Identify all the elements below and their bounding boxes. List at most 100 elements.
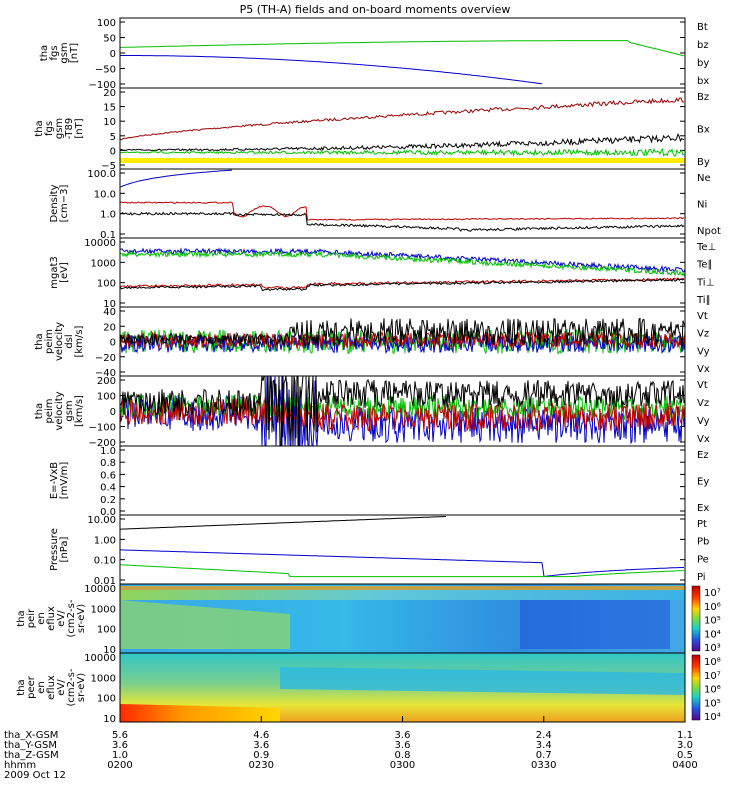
ylabel-line: (cm2-s- xyxy=(66,599,77,637)
ylabel-line: velocity xyxy=(54,322,65,361)
x-row-value: 1.1 xyxy=(677,730,693,741)
ylabel-line: Pressure xyxy=(49,528,60,571)
ylabel-line: [nPa] xyxy=(59,536,70,562)
ylabel-line: en xyxy=(36,612,47,625)
legend-label: Vx xyxy=(697,364,710,375)
ion-lowenergy-region xyxy=(120,600,290,649)
legend-label: By xyxy=(697,157,710,168)
legend-label: Vx xyxy=(697,434,710,445)
legend-label: Bx xyxy=(697,125,710,136)
x-row-value: 0330 xyxy=(531,760,556,771)
y-tick-label: 20 xyxy=(103,88,116,99)
colorbar xyxy=(691,654,701,721)
x-row-label: tha_Y-GSM xyxy=(4,740,57,751)
ylabel-line: (cm2-s- xyxy=(66,668,77,706)
colorbar-tick-label: 10⁶ xyxy=(704,685,721,696)
y-tick-label: 100 xyxy=(97,694,116,705)
series-Ne xyxy=(119,201,685,221)
series-Npot xyxy=(119,169,233,188)
y-tick-label: 5 xyxy=(110,132,116,143)
series-By xyxy=(119,147,685,157)
panel-p3: Density [cm−3] 100.0 10.0 1.0 0.1 Ne Ni Npot xyxy=(49,168,721,241)
ylabel-line: tha xyxy=(39,45,50,61)
y-tick-label: 1000 xyxy=(91,604,116,615)
legend-label: Ti⊥ xyxy=(696,277,714,288)
colorbar-tick-label: 10³ xyxy=(704,643,721,654)
legend-label: Pi xyxy=(697,572,706,583)
y-tick-label: 10000 xyxy=(84,238,116,249)
legend-label: Ni xyxy=(697,200,707,211)
x-row-value: 0.7 xyxy=(536,750,552,761)
plot-area-p4 xyxy=(119,247,686,292)
legend-label: Vy xyxy=(697,346,710,357)
series-Pi xyxy=(120,549,685,578)
colorbar-tick-label: 10⁷ xyxy=(704,671,721,682)
panel-p7: E=-VxB [mV/m] 1.00.80.6 0.40.20.0 Ez Ey Ex xyxy=(49,445,709,518)
y-tick-label: 0.4 xyxy=(100,483,116,494)
y-tick-label: 1.0 xyxy=(100,210,116,221)
y-tick-label: 10000 xyxy=(84,584,116,595)
ion-high-energy-band xyxy=(120,590,685,600)
y-tick-label: −100 xyxy=(89,423,116,434)
plot-area-p8 xyxy=(119,516,685,578)
ylabel-line: tha xyxy=(34,333,45,349)
plot-area-p3 xyxy=(119,169,685,232)
legend-label: Ex xyxy=(697,503,709,514)
colorbar-tick-label: 10⁴ xyxy=(704,629,721,640)
series-Ti∥ xyxy=(119,249,686,277)
x-row-value: 0.5 xyxy=(677,750,693,761)
colorbar-tick-label: 10⁴ xyxy=(704,712,721,723)
y-tick-label: 100 xyxy=(97,392,116,403)
x-row-value: 3.4 xyxy=(536,740,552,751)
panel-p1: tha fgs gsm [nT] 100 50 0 −50 −100 Bt bz by bx xyxy=(39,17,709,91)
ylabel-line: tha xyxy=(34,120,45,136)
legend-label: Vt xyxy=(697,380,708,391)
ylabel-line: eV/ xyxy=(56,679,67,696)
series-Bx xyxy=(120,132,685,152)
legend-label: bx xyxy=(697,76,709,87)
ylabel-line: [nT] xyxy=(69,43,80,63)
legend-label: Pt xyxy=(697,519,707,530)
legend-label: Ey xyxy=(697,477,709,488)
y-tick-label: 10 xyxy=(103,117,116,128)
x-row-value: 0400 xyxy=(672,760,697,771)
ylabel-line: en xyxy=(36,681,47,694)
y-tick-label: 10 xyxy=(103,645,116,656)
x-row-value: 0.9 xyxy=(253,750,269,761)
panel-p6: tha peim velocity gsm [km/s] 200 100 0 −100 −200 V… xyxy=(34,375,710,449)
x-row-value: 3.6 xyxy=(253,740,269,751)
legend-label: Vy xyxy=(697,416,710,427)
ylabel-line: mgat3 xyxy=(49,256,60,289)
legend-label: Ez xyxy=(697,450,709,461)
ylabel-line: peim xyxy=(44,398,55,423)
legend-label: Vt xyxy=(697,311,708,322)
legend-label: Npot xyxy=(697,226,721,237)
plot-area-p1 xyxy=(120,40,685,85)
panel-frame xyxy=(119,514,686,585)
colorbar-tick-label: 10⁷ xyxy=(704,588,721,599)
ylabel-line: [cm−3] xyxy=(59,185,70,223)
ylabel-line: velocity xyxy=(54,391,65,430)
plot-area-p5 xyxy=(119,317,686,355)
series-Ni xyxy=(119,211,685,232)
series-Pe xyxy=(119,564,685,578)
ylabel-line: eflux xyxy=(46,606,57,631)
ion-top-band xyxy=(120,586,685,590)
x-row-value: 0200 xyxy=(107,760,132,771)
x-row-label: tha_Z-GSM xyxy=(4,750,59,761)
x-row-value: 5.6 xyxy=(112,730,128,741)
flag-bar xyxy=(120,158,685,163)
colorbar-tick-label: 10⁶ xyxy=(704,602,721,613)
legend-label: Bt xyxy=(697,22,708,33)
y-tick-label: 0 xyxy=(110,146,116,157)
electron-band xyxy=(280,667,685,695)
plot-area-p2 xyxy=(119,97,685,163)
x-row-value: 0300 xyxy=(390,760,415,771)
y-tick-label: −100 xyxy=(89,80,116,91)
panel-p2: tha fgs gsm -T89 [nT] 20 15 10 5 0 −5 Bz Bx By xyxy=(34,87,710,172)
y-tick-label: 40 xyxy=(103,307,116,318)
y-tick-label: 200 xyxy=(97,376,116,387)
y-tick-label: 1.00 xyxy=(94,535,116,546)
